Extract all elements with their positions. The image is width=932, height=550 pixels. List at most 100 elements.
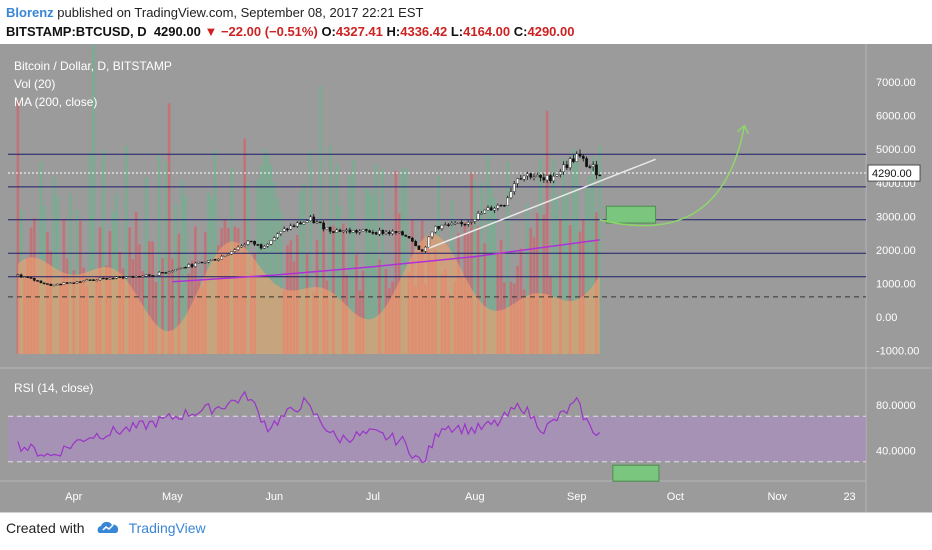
volume-bar (585, 188, 588, 354)
close-value: 4290.00 (527, 24, 575, 39)
volume-bar (381, 169, 385, 354)
candle-body (404, 234, 408, 237)
volume-bar (194, 226, 197, 354)
candle-body (496, 205, 500, 209)
high-label: H: (386, 24, 401, 39)
candle-body (387, 231, 391, 234)
candle-body (151, 275, 154, 277)
candle-body (226, 253, 230, 256)
candle-body (453, 222, 457, 225)
candle-body (131, 276, 135, 278)
candle-body (266, 244, 270, 247)
candle-body (463, 223, 467, 226)
volume-bar (161, 258, 164, 354)
volume-bar (378, 259, 381, 354)
candle-body (42, 282, 46, 285)
candle-body (378, 230, 381, 235)
x-tick-label: Jun (265, 491, 283, 503)
candle-body (312, 216, 316, 224)
volume-bar (213, 150, 217, 354)
x-tick-label: Sep (567, 491, 587, 503)
candle-body (295, 222, 299, 227)
volume-bar (404, 167, 408, 354)
x-tick-label: Oct (667, 491, 684, 503)
candle-body (397, 231, 401, 233)
volume-bar (125, 146, 128, 354)
candle-body (552, 175, 556, 182)
candle-body (348, 229, 352, 233)
candle-body (39, 280, 43, 284)
target-box (605, 205, 657, 224)
candle-body (457, 222, 460, 224)
candle-body (23, 276, 26, 278)
volume-bar (558, 219, 562, 354)
tradingview-link[interactable]: TradingView (128, 520, 206, 536)
candle-body (424, 246, 427, 252)
volume-bar (338, 205, 342, 354)
volume-bar (578, 231, 582, 354)
low-label: L: (450, 24, 464, 39)
candle-body (128, 276, 131, 278)
candle-body (473, 219, 477, 222)
volume-bar (276, 197, 279, 354)
candle-body (447, 224, 450, 226)
volume-bar (328, 145, 332, 354)
volume-bar (581, 219, 585, 354)
candle-body (332, 231, 335, 233)
candle-body (246, 240, 250, 245)
volume-bar (394, 170, 398, 354)
candle-body (207, 260, 210, 263)
candle-body (69, 282, 72, 284)
candle-body (148, 274, 151, 276)
volume-bar (332, 225, 335, 354)
candle-body (292, 225, 296, 228)
candle-body (217, 258, 220, 261)
candle-body (335, 229, 339, 233)
candle-body (134, 276, 138, 278)
candle-body (171, 270, 174, 273)
candle-body (503, 205, 506, 207)
candle-body (82, 280, 85, 283)
candle-body (572, 158, 575, 162)
candle-body (302, 222, 306, 225)
x-tick-label: Nov (767, 491, 787, 503)
candle-body (381, 230, 385, 234)
candle-body (539, 175, 542, 178)
candle-body (417, 245, 421, 250)
candle-body (391, 231, 394, 234)
symbol-info: BITSTAMP:BTCUSD, D 4290.00 ▼ −22.00 (−0.… (6, 24, 574, 39)
candle-body (522, 175, 526, 180)
candle-body (105, 277, 108, 280)
candle-body (55, 283, 59, 286)
volume-bar (154, 282, 158, 354)
volume-bar (174, 203, 177, 354)
candle-body (516, 178, 519, 184)
rsi-line (17, 390, 601, 464)
footer-divider (0, 512, 932, 513)
volume-bar (263, 148, 266, 354)
volume-bar (476, 226, 480, 354)
candle-body (16, 274, 20, 276)
volume-bar (151, 241, 154, 354)
candle-body (493, 208, 496, 211)
legend-volume: Vol (20) (14, 77, 55, 91)
author-link[interactable]: Blorenz (6, 5, 54, 20)
x-tick-label: Aug (465, 491, 485, 503)
candle-body (276, 233, 279, 238)
volume-bar (167, 103, 171, 354)
volume-bar (335, 163, 339, 354)
volume-bar (572, 148, 575, 354)
price-chart[interactable]: 7000.006000.005000.004000.003000.002000.… (0, 44, 932, 512)
volume-bar (506, 161, 509, 354)
candle-body (92, 279, 95, 281)
rsi-tick-label: 80.0000 (876, 400, 916, 412)
candle-body (410, 237, 414, 242)
candle-body (305, 220, 309, 223)
candle-body (585, 158, 588, 167)
volume-bar (171, 258, 174, 354)
volume-bar (496, 253, 500, 354)
candle-body (394, 231, 398, 233)
open-label: O: (321, 24, 336, 39)
candle-body (240, 245, 243, 248)
candle-body (506, 197, 510, 206)
